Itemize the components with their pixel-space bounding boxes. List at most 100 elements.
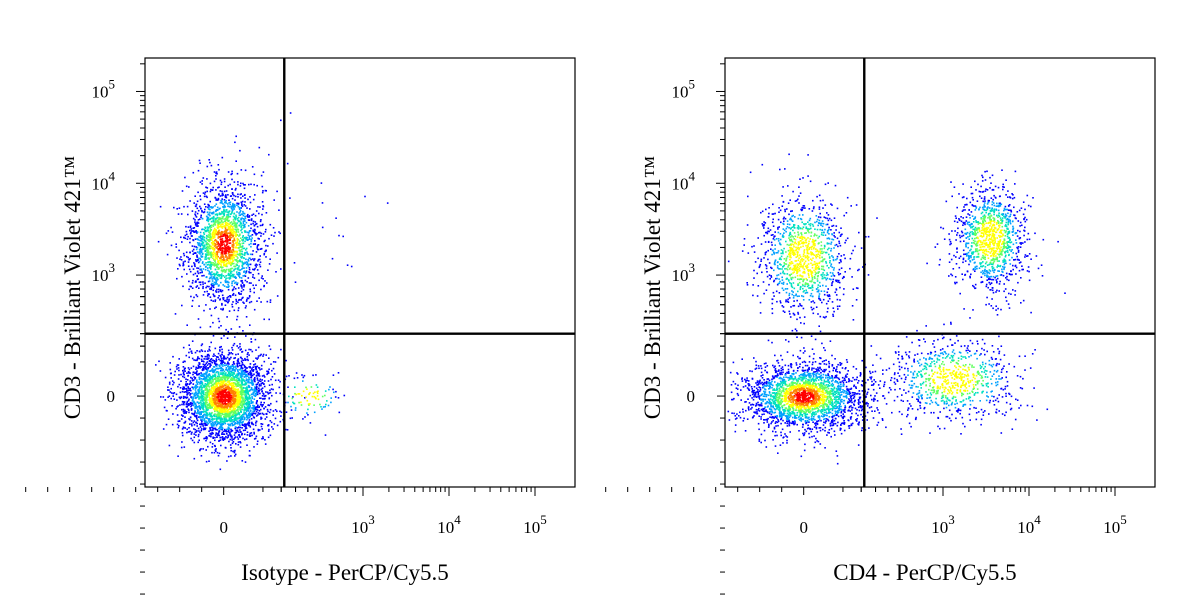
event-dot bbox=[211, 411, 213, 414]
event-dot bbox=[251, 384, 254, 386]
event-dot bbox=[255, 410, 258, 413]
event-dot bbox=[189, 241, 191, 244]
event-dot bbox=[237, 205, 240, 208]
event-dot bbox=[234, 275, 236, 278]
event-dot bbox=[271, 394, 273, 397]
event-dot bbox=[201, 400, 204, 402]
event-dot bbox=[229, 206, 231, 208]
event-dot bbox=[230, 430, 232, 433]
event-dot bbox=[218, 225, 221, 228]
event-dot bbox=[231, 170, 233, 173]
event-dot bbox=[252, 284, 254, 287]
event-dot bbox=[167, 386, 169, 388]
event-dot bbox=[246, 399, 249, 402]
event-dot bbox=[227, 384, 229, 386]
event-dot bbox=[163, 406, 166, 409]
event-dot bbox=[196, 380, 198, 383]
event-dot bbox=[236, 391, 238, 393]
event-dot bbox=[201, 180, 203, 182]
event-dot bbox=[224, 281, 227, 284]
event-dot bbox=[245, 238, 247, 241]
event-dot bbox=[232, 419, 234, 421]
event-dot bbox=[173, 206, 175, 209]
event-dot bbox=[249, 196, 251, 198]
event-dot bbox=[178, 383, 181, 386]
event-dot bbox=[181, 441, 183, 443]
event-dot bbox=[236, 218, 239, 220]
event-dot bbox=[270, 378, 272, 381]
event-dot bbox=[227, 211, 230, 214]
event-dot bbox=[257, 374, 260, 377]
event-dot bbox=[190, 295, 192, 298]
event-dot bbox=[225, 328, 227, 331]
event-dot bbox=[221, 294, 224, 297]
event-dot bbox=[249, 201, 252, 204]
event-dot bbox=[243, 404, 245, 406]
event-dot bbox=[221, 387, 223, 389]
event-dot bbox=[186, 238, 189, 240]
event-dot bbox=[213, 263, 216, 265]
event-dot bbox=[262, 233, 265, 235]
event-dot bbox=[235, 214, 237, 217]
event-dot bbox=[242, 437, 244, 440]
event-dot bbox=[233, 230, 236, 233]
event-dot bbox=[216, 422, 219, 425]
event-dot bbox=[240, 201, 243, 204]
event-dot bbox=[202, 448, 204, 450]
event-dot bbox=[234, 265, 237, 268]
event-dot bbox=[202, 283, 204, 285]
event-dot bbox=[195, 431, 198, 433]
event-dot bbox=[231, 397, 234, 399]
event-dot bbox=[193, 428, 195, 430]
event-dot bbox=[202, 294, 205, 296]
event-dot bbox=[199, 396, 201, 398]
event-dot bbox=[241, 357, 243, 360]
event-dot bbox=[241, 228, 243, 230]
event-dot bbox=[206, 385, 208, 387]
event-dot bbox=[204, 230, 207, 233]
event-dot bbox=[231, 205, 234, 208]
event-dot bbox=[224, 265, 227, 267]
event-dot bbox=[234, 426, 237, 428]
event-dot bbox=[250, 348, 252, 351]
event-dot bbox=[247, 404, 250, 406]
event-dot bbox=[199, 265, 202, 268]
event-dot bbox=[208, 277, 211, 280]
event-dot bbox=[194, 389, 197, 391]
event-dot bbox=[233, 451, 236, 454]
event-dot bbox=[250, 418, 253, 420]
event-dot bbox=[231, 282, 233, 285]
event-dot bbox=[263, 318, 265, 321]
event-dot bbox=[284, 401, 287, 404]
event-dot bbox=[197, 392, 199, 395]
event-dot bbox=[242, 182, 244, 185]
event-dot bbox=[260, 235, 262, 237]
event-dot bbox=[236, 267, 239, 269]
event-dot bbox=[261, 375, 264, 377]
event-dot bbox=[209, 230, 212, 233]
event-dot bbox=[238, 412, 241, 414]
event-dot bbox=[261, 191, 264, 194]
event-dot bbox=[227, 365, 229, 368]
event-dot bbox=[200, 416, 203, 418]
event-dot bbox=[228, 440, 230, 443]
event-dot bbox=[238, 249, 241, 251]
event-dot bbox=[248, 235, 251, 238]
event-dot bbox=[236, 204, 238, 206]
event-dot bbox=[182, 285, 184, 288]
event-dot bbox=[206, 264, 209, 266]
event-dot bbox=[213, 408, 215, 410]
event-dot bbox=[214, 385, 217, 388]
event-dot bbox=[206, 190, 208, 193]
event-dot bbox=[243, 254, 246, 256]
event-dot bbox=[226, 241, 228, 244]
event-dot bbox=[216, 385, 219, 388]
event-dot bbox=[236, 369, 239, 372]
event-dot bbox=[224, 237, 227, 239]
event-dot bbox=[202, 415, 205, 418]
event-dot bbox=[238, 265, 240, 267]
event-dot bbox=[217, 397, 220, 399]
event-dot bbox=[173, 398, 176, 400]
event-dot bbox=[200, 268, 202, 270]
event-dot bbox=[244, 275, 247, 277]
